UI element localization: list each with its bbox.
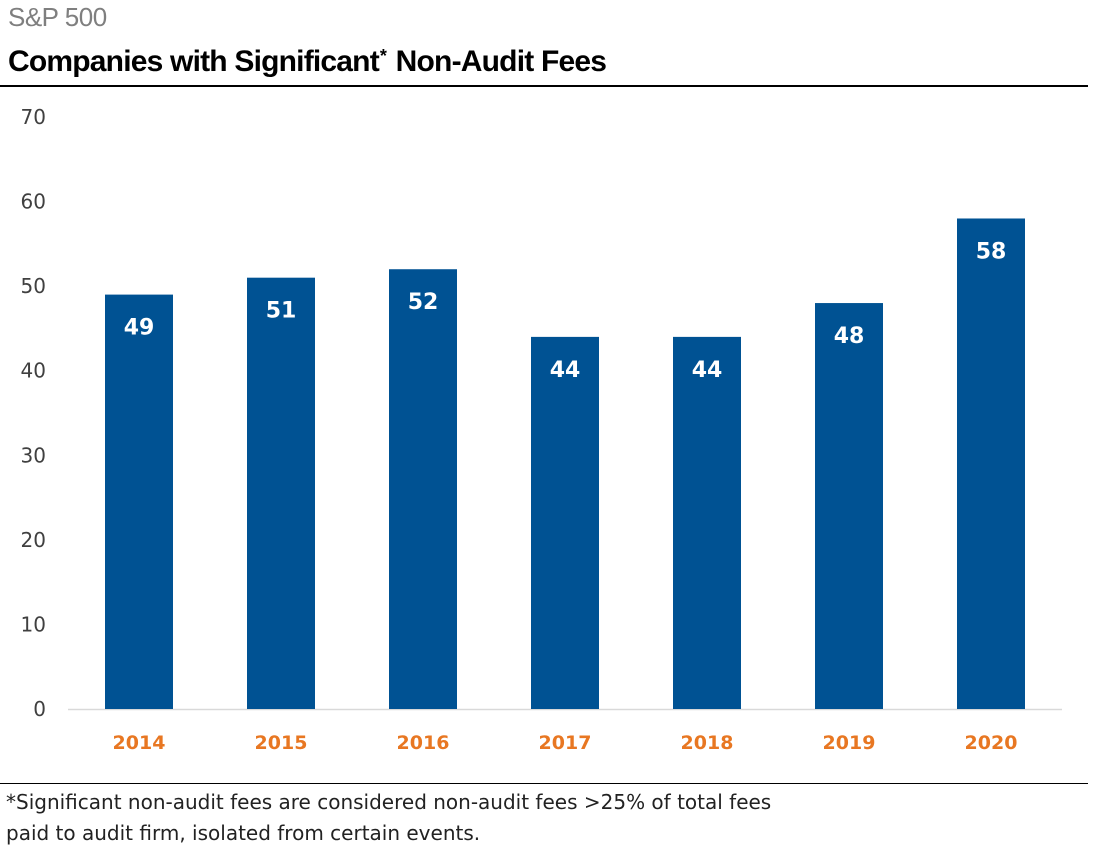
data-label-2016: 52 [408,290,439,315]
y-tick-label: 70 [21,105,46,129]
data-label-2020: 58 [976,239,1007,264]
data-label-2018: 44 [692,358,723,383]
y-tick-label: 50 [21,274,46,298]
x-tick-label: 2020 [965,732,1018,754]
y-tick-label: 0 [33,697,46,721]
data-label-2017: 44 [550,358,581,383]
chart-title-rest: Non-Audit Fees [395,45,607,78]
x-tick-label: 2014 [113,732,166,754]
y-axis: 0 10 20 30 40 50 60 70 [21,105,46,721]
y-tick-label: 10 [21,612,46,636]
bars [105,218,1025,709]
x-tick-label: 2018 [681,732,734,754]
chart-title: Companies with Significant* Non-Audit Fe… [8,40,607,84]
bar-2016 [389,269,457,709]
chart-title-asterisk: * [379,46,387,66]
chart-supertitle: S&P 500 [8,2,107,32]
chart-title-main: Companies with Significant [8,45,380,78]
title-rule [0,85,1088,87]
data-label-2014: 49 [124,316,155,341]
data-label-2019: 48 [834,324,865,349]
x-tick-label: 2015 [255,732,308,754]
footnote-rule [0,783,1088,784]
bar-2014 [105,294,173,709]
footnote: *Significant non-audit fees are consider… [6,790,772,845]
x-tick-label: 2017 [539,732,592,754]
bar-2017 [531,336,599,709]
y-tick-label: 60 [21,190,46,214]
data-label-2015: 51 [266,299,297,324]
y-tick-label: 30 [21,443,46,467]
bar-2019 [815,303,883,709]
y-tick-label: 40 [21,359,46,383]
bar-2018 [673,336,741,709]
bar-2020 [957,218,1025,709]
y-tick-label: 20 [21,528,46,552]
x-axis-labels: 2014 2015 2016 2017 2018 2019 2020 [113,732,1018,754]
data-labels: 49 51 52 44 44 48 58 [124,239,1007,382]
bar-2015 [247,277,315,709]
x-tick-label: 2016 [397,732,450,754]
x-tick-label: 2019 [823,732,876,754]
